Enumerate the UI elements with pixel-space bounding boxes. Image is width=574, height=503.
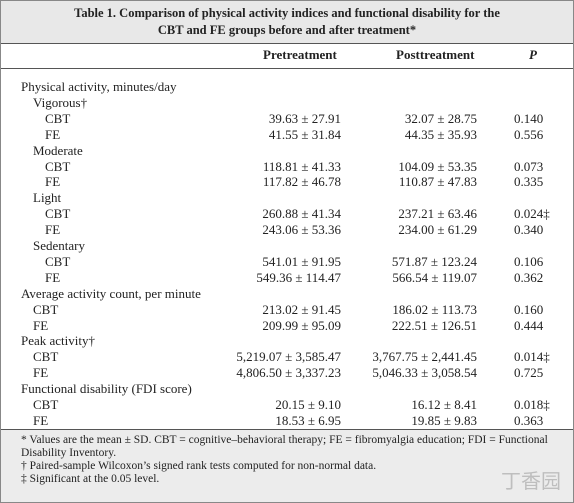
cell: 0.106 (514, 253, 544, 269)
row-label: FE (45, 222, 61, 238)
column-header: P (529, 47, 537, 62)
cell: 243.06 ± 53.36 (262, 222, 341, 238)
group-label: Sedentary (33, 238, 85, 253)
row-label: CBT (33, 397, 59, 412)
row-label: CBT (45, 110, 71, 126)
cell: 0.160 (514, 301, 544, 317)
cell: 0.556 (514, 126, 544, 142)
section-label: Peak activity† (21, 333, 96, 349)
cell: 260.88 ± 41.34 (262, 206, 341, 222)
cell: 16.12 ± 8.41 (411, 397, 477, 412)
cell: 0.363 (514, 412, 544, 428)
footnote: † Paired-sample Wilcoxon’s signed rank t… (21, 460, 377, 472)
cell: 32.07 ± 28.75 (404, 110, 477, 126)
cell: 0.073 (514, 158, 544, 174)
cell: 549.36 ± 114.47 (256, 269, 341, 285)
row-label: FE (45, 126, 61, 142)
cell: 41.55 ± 31.84 (268, 126, 341, 142)
cell: 18.53 ± 6.95 (275, 412, 341, 428)
row-label: CBT (33, 349, 59, 365)
row-label: FE (33, 412, 49, 428)
cell: 566.54 ± 119.07 (392, 269, 477, 285)
cell: 0.018‡ (514, 397, 550, 412)
table-title: Table 1. Comparison of physical activity… (1, 1, 573, 44)
cell: 222.51 ± 126.51 (391, 317, 477, 333)
cell: 186.02 ± 113.73 (392, 301, 477, 317)
row-label: FE (45, 174, 61, 190)
cell: 0.335 (514, 174, 544, 190)
group-label: Moderate (33, 142, 83, 158)
cell: 19.85 ± 9.83 (411, 412, 477, 428)
cell: 0.140 (514, 110, 544, 126)
cell: 5,046.33 ± 3,058.54 (372, 365, 477, 381)
cell: 209.99 ± 95.09 (262, 317, 341, 333)
cell: 0.444 (514, 317, 544, 333)
footnote: * Values are the mean ± SD. CBT = cognit… (21, 434, 548, 459)
cell: 0.014‡ (514, 349, 550, 365)
cell: 20.15 ± 9.10 (275, 397, 341, 412)
cell: 234.00 ± 61.29 (398, 222, 477, 238)
cell: 0.725 (514, 365, 544, 381)
section-label: Physical activity, minutes/day (21, 79, 177, 94)
cell: 44.35 ± 35.93 (404, 126, 477, 142)
header-rule (1, 68, 573, 69)
cell: 0.362 (514, 269, 544, 285)
cell: 0.340 (514, 222, 544, 238)
column-header: Pretreatment (263, 47, 337, 62)
row-label: FE (33, 365, 49, 381)
cell: 118.81 ± 41.33 (262, 158, 341, 174)
title-line: Table 1. Comparison of physical activity… (74, 6, 500, 20)
row-label: FE (45, 269, 61, 285)
cell: 39.63 ± 27.91 (268, 110, 341, 126)
footnotes: * Values are the mean ± SD. CBT = cognit… (1, 430, 573, 502)
cell: 4,806.50 ± 3,337.23 (236, 365, 341, 381)
group-label: Vigorous† (33, 94, 88, 110)
column-header: Posttreatment (396, 47, 475, 62)
row-label: CBT (33, 301, 59, 317)
section-label: Average activity count, per minute (21, 285, 201, 301)
bottom-rule (1, 429, 573, 430)
row-label: CBT (45, 158, 71, 174)
cell: 5,219.07 ± 3,585.47 (236, 349, 341, 365)
watermark: 丁香园 (501, 469, 561, 493)
cell: 213.02 ± 91.45 (262, 301, 341, 317)
group-label: Light (33, 190, 62, 206)
cell: 571.87 ± 123.24 (391, 253, 477, 269)
cell: 237.21 ± 63.46 (398, 206, 477, 222)
row-label: CBT (45, 253, 71, 269)
cell: 0.024‡ (514, 206, 550, 222)
cell: 117.82 ± 46.78 (262, 174, 341, 190)
cell: 541.01 ± 91.95 (262, 253, 341, 269)
cell: 104.09 ± 53.35 (398, 158, 477, 174)
footnote: ‡ Significant at the 0.05 level. (21, 473, 160, 485)
title-line: CBT and FE groups before and after treat… (157, 23, 417, 37)
section-label: Functional disability (FDI score) (21, 381, 192, 397)
cell: 3,767.75 ± 2,441.45 (372, 349, 477, 365)
row-label: FE (33, 317, 49, 333)
cell: 110.87 ± 47.83 (398, 174, 477, 190)
row-label: CBT (45, 206, 71, 222)
